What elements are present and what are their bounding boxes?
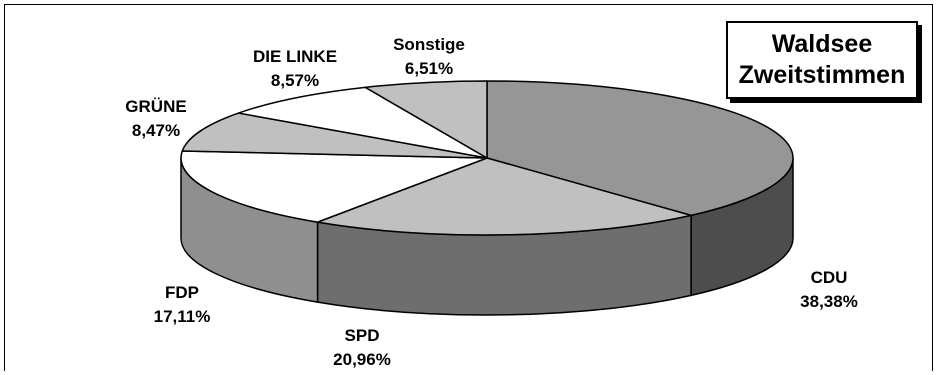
slice-value-sonstige: 6,51% <box>405 59 453 78</box>
slice-name-gr-ne: GRÜNE <box>125 97 186 116</box>
slice-top-fdp <box>180 150 488 223</box>
slice-name-die-linke: DIE LINKE <box>253 47 337 66</box>
slice-top-cdu <box>486 80 794 217</box>
slice-value-fdp: 17,11% <box>154 307 211 326</box>
slice-label-spd: SPD 20,96% <box>333 326 391 369</box>
slice-name-sonstige: Sonstige <box>393 35 465 54</box>
slice-value-spd: 20,96% <box>333 350 391 369</box>
slice-name-cdu: CDU <box>811 268 848 287</box>
slice-label-die-linke: DIE LINKE 8,57% <box>253 47 337 90</box>
slice-value-cdu: 38,38% <box>800 292 858 311</box>
slice-label-cdu: CDU 38,38% <box>800 268 858 311</box>
slice-top-spd <box>316 157 692 236</box>
chart-title-line-2: Zweitstimmen <box>738 61 906 89</box>
slice-name-spd: SPD <box>345 326 380 345</box>
slice-label-sonstige: Sonstige 6,51% <box>393 35 465 78</box>
slice-top-sonstige <box>364 80 488 159</box>
slice-name-fdp: FDP <box>165 283 199 302</box>
chart-title-box: Waldsee Zweitstimmen <box>726 21 918 99</box>
pie-tops <box>180 80 794 236</box>
chart-frame <box>4 4 933 371</box>
pie-labels: CDU 38,38% SPD 20,96% FDP 17,11% GRÜNE 8,47% DIE… <box>125 35 858 369</box>
slice-value-die-linke: 8,57% <box>271 71 319 90</box>
slice-label-fdp: FDP 17,11% <box>154 283 211 326</box>
slice-label-gr-ne: GRÜNE 8,47% <box>125 97 186 140</box>
slice-top-die-linke <box>237 86 488 159</box>
slice-top-gr-ne <box>181 112 488 159</box>
slice-value-gr-ne: 8,47% <box>132 121 180 140</box>
chart-title-line-1: Waldsee <box>771 30 873 58</box>
